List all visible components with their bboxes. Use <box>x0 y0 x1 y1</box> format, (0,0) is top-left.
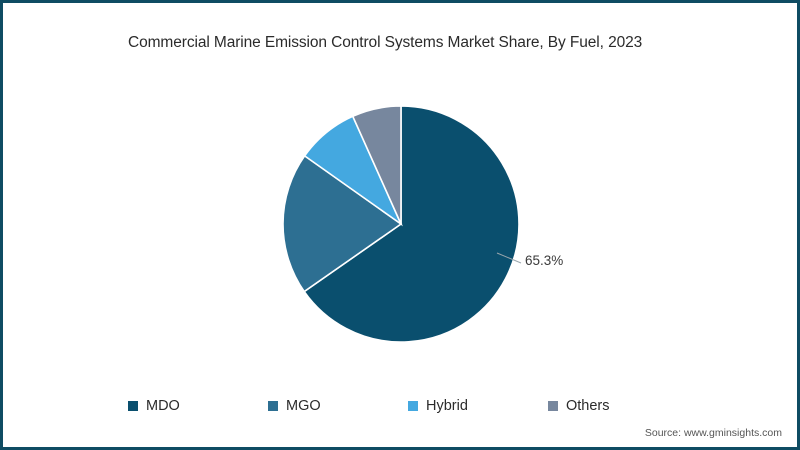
pie-slice-mdo[interactable] <box>303 105 520 343</box>
legend-item-others[interactable]: Others <box>548 394 688 418</box>
legend-swatch-icon <box>408 401 418 411</box>
source-attribution: Source: www.gminsights.com <box>644 427 782 439</box>
pie-slice-mgo[interactable] <box>282 154 403 293</box>
pie-slice-others[interactable] <box>351 105 402 225</box>
legend-swatch-icon <box>548 401 558 411</box>
chart-legend: MDO MGO Hybrid Others <box>128 394 688 418</box>
pie-data-label: 65.3% <box>525 253 564 268</box>
page-title: Commercial Marine Emission Control Syste… <box>128 34 643 51</box>
legend-item-label: Others <box>566 398 610 414</box>
legend-item-label: MGO <box>286 398 321 414</box>
legend-item-mgo[interactable]: MGO <box>268 394 408 418</box>
data-label-leader-line <box>496 252 522 264</box>
pie-slice-group <box>282 105 520 343</box>
legend-item-label: MDO <box>146 398 180 414</box>
legend-swatch-icon <box>268 401 278 411</box>
legend-swatch-icon <box>128 401 138 411</box>
legend-item-mdo[interactable]: MDO <box>128 394 268 418</box>
legend-item-label: Hybrid <box>426 398 468 414</box>
legend-item-hybrid[interactable]: Hybrid <box>408 394 548 418</box>
